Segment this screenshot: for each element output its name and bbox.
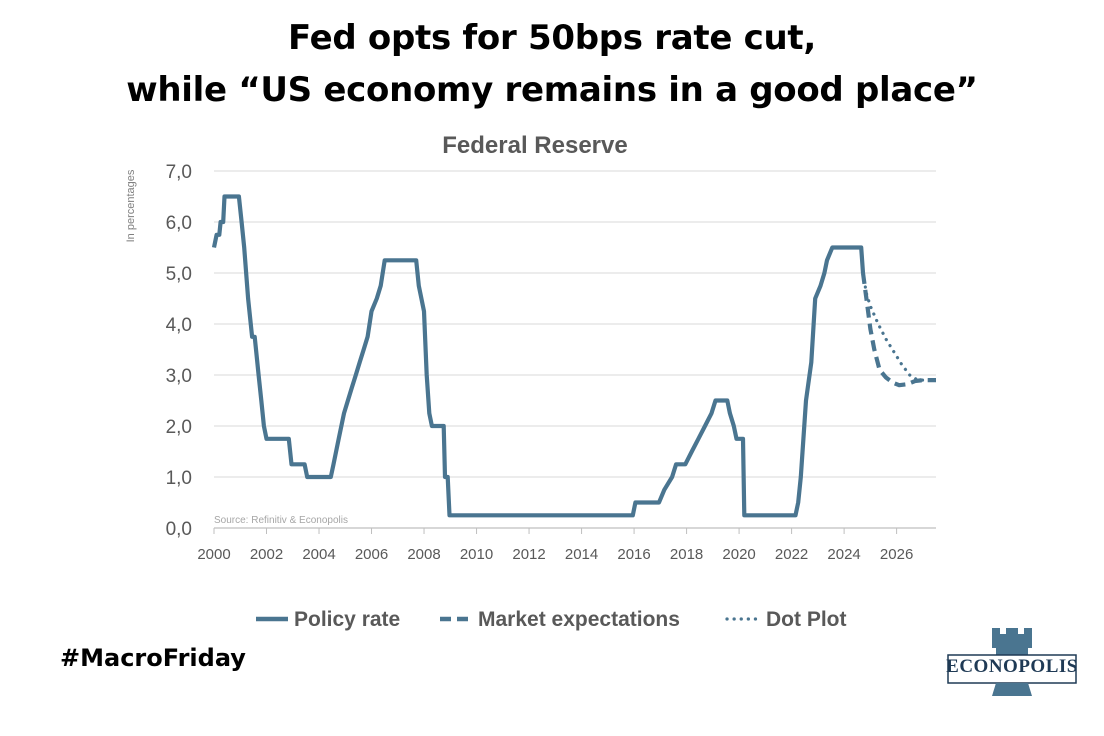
y-tick-label-7: 7,0: [166, 162, 192, 183]
x-tick-label-3: 2006: [355, 546, 388, 563]
x-tick-label-1: 2002: [250, 546, 283, 563]
series-line-policy-rate: [211, 194, 866, 518]
grid-lines: [214, 170, 936, 478]
legend-label-market-expectations: Market expectations: [478, 608, 680, 631]
series-lines: [211, 194, 938, 518]
y-tick-label-5: 5,0: [166, 264, 192, 285]
series-line-market-expectations: [860, 272, 936, 388]
x-tick-label-12: 2024: [827, 546, 860, 563]
x-tick-label-0: 2000: [197, 546, 230, 563]
x-tick-label-9: 2018: [670, 546, 703, 563]
legend-label-policy-rate: Policy rate: [294, 608, 400, 631]
y-tick-label-0: 0,0: [166, 519, 192, 540]
x-tick-label-7: 2014: [565, 546, 598, 563]
x-tick-label-6: 2012: [512, 546, 545, 563]
logo-wordmark: ECONOPOLIS: [946, 656, 1078, 677]
x-tick-label-4: 2008: [407, 546, 440, 563]
y-tick-label-1: 1,0: [166, 468, 192, 489]
legend-label-dot-plot: Dot Plot: [766, 608, 846, 631]
axes: 0,0 1,0 2,0 3,0 4,0 5,0 6,0 7,0 2000 2002 2004 2006…: [166, 162, 936, 563]
headline: Fed opts for 50bps rate cut, while “US e…: [0, 12, 1104, 116]
x-tick-label-8: 2016: [617, 546, 650, 563]
y-axis-label: In percentages: [125, 169, 137, 242]
y-tick-label-2: 2,0: [166, 417, 192, 438]
y-tick-label-4: 4,0: [166, 315, 192, 336]
y-tick-label-6: 6,0: [166, 213, 192, 234]
x-tick-label-13: 2026: [880, 546, 913, 563]
series-line-dot-plot: [861, 271, 938, 382]
chart-title: Federal Reserve: [442, 132, 627, 159]
hashtag: #MacroFriday: [60, 644, 246, 672]
x-tick-label-5: 2010: [460, 546, 493, 563]
castle-tower-icon: [947, 628, 1077, 696]
headline-line-2: while “US economy remains in a good plac…: [126, 70, 978, 110]
x-tick-label-11: 2022: [775, 546, 808, 563]
headline-line-1: Fed opts for 50bps rate cut,: [288, 18, 816, 58]
x-tick-label-10: 2020: [722, 546, 755, 563]
source-note: Source: Refinitiv & Econopolis: [214, 515, 348, 526]
y-tick-label-3: 3,0: [166, 366, 192, 387]
x-tick-label-2: 2004: [302, 546, 335, 563]
legend: Policy rate Market expectations Dot Plot: [256, 608, 846, 631]
